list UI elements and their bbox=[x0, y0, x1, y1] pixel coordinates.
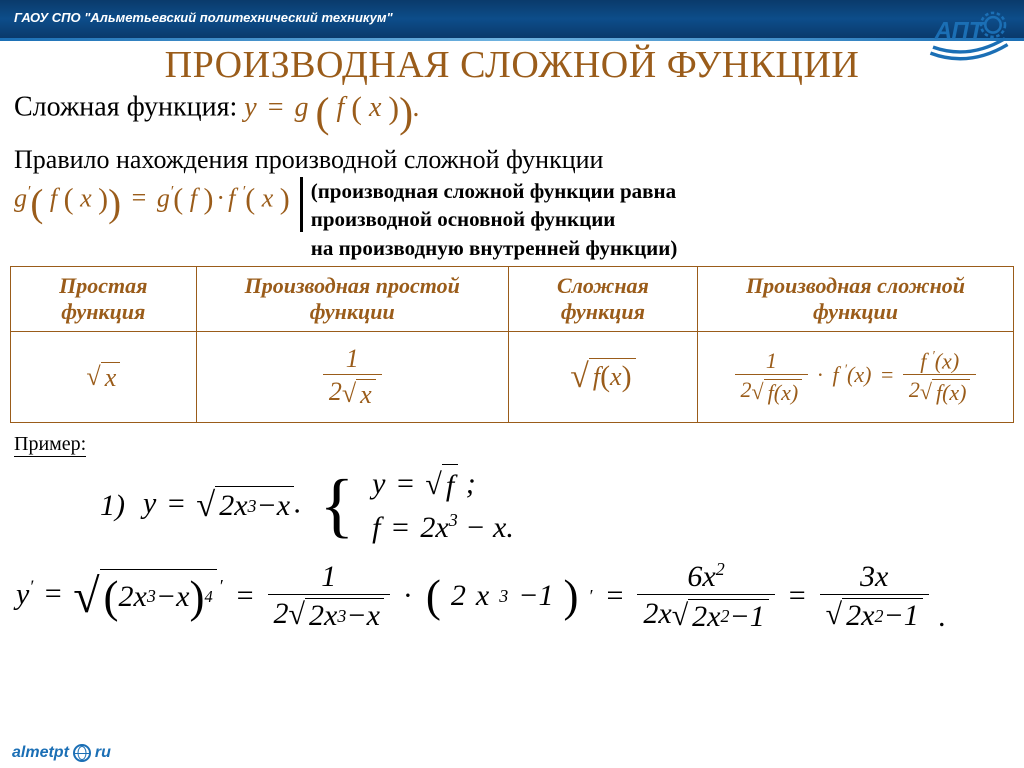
header-bar: ГАОУ СПО "Альметьевский политехнический … bbox=[0, 0, 1024, 38]
deriv-step4: 3x √2x2 −1 bbox=[820, 560, 929, 634]
apt-logo: АПТ bbox=[924, 6, 1014, 66]
example-derivation: y′ = √(2x3 − x)4′ = 1 2√2x3 − x ·(2x3 −1… bbox=[16, 559, 1014, 634]
cell-complex: √f (x) bbox=[508, 332, 697, 423]
example-y: y = √2x3 − x. bbox=[143, 486, 302, 525]
num: 1 bbox=[735, 348, 809, 374]
header-rule bbox=[0, 38, 1024, 41]
rule-label: Правило нахождения производной сложной ф… bbox=[14, 145, 1014, 175]
explain-line-3: на производную внутренней функции) bbox=[311, 234, 678, 262]
cell-simple: √x bbox=[11, 332, 197, 423]
footer-left: almetpt bbox=[12, 744, 69, 762]
example-label: Пример: bbox=[14, 433, 86, 457]
example-given: 1) y = √2x3 − x. { y = √f ; f = 2x3 − x. bbox=[100, 463, 1014, 550]
cell-simple-deriv: 1 2√x bbox=[196, 332, 508, 423]
example-system: y = √f ; f = 2x3 − x. bbox=[372, 463, 514, 550]
svg-text:АПТ: АПТ bbox=[934, 18, 986, 45]
table-header-row: Простая функция Производная простой функ… bbox=[11, 267, 1014, 332]
deriv-step3: 6x2 2x√2x2 −1 bbox=[637, 559, 774, 634]
explain-line-1: (производная сложной функции равна bbox=[311, 177, 678, 205]
functions-table: Простая функция Производная простой функ… bbox=[10, 266, 1014, 423]
brace-icon: { bbox=[320, 477, 355, 535]
chain-rule-row: g′( f ( x )) = g′( f )·f ′( x ) (произво… bbox=[10, 177, 1014, 262]
globe-icon bbox=[73, 744, 91, 762]
col-simple-deriv: Производная простой функции bbox=[196, 267, 508, 332]
num: 1 bbox=[323, 344, 382, 374]
chain-rule-formula: g′( f ( x )) = g′( f )·f ′( x ) bbox=[14, 177, 303, 232]
deriv-lhs: y′ = √(2x3 − x)4′ bbox=[16, 569, 223, 624]
org-name: ГАОУ СПО "Альметьевский политехнический … bbox=[14, 10, 393, 25]
cell-complex-deriv: 1 2√f (x) · f ′(x) = f ′(x) 2√f (x) bbox=[698, 332, 1014, 423]
footer: almetpt ru bbox=[12, 744, 111, 762]
example-number: 1) bbox=[100, 489, 125, 523]
definition-formula: y = g ( f ( x )). bbox=[244, 92, 420, 123]
table-row: √x 1 2√x √f (x) 1 2√f (x) · f ′(x) = bbox=[11, 332, 1014, 423]
explain-line-2: производной основной функции bbox=[311, 205, 678, 233]
chain-rule-explain: (производная сложной функции равна произ… bbox=[303, 177, 678, 262]
definition-label: Сложная функция bbox=[14, 92, 229, 123]
col-complex: Сложная функция bbox=[508, 267, 697, 332]
definition-line: Сложная функция: y = g ( f ( x )). bbox=[14, 89, 1014, 137]
col-simple: Простая функция bbox=[11, 267, 197, 332]
slide-content: ПРОИЗВОДНАЯ СЛОЖНОЙ ФУНКЦИИ Сложная функ… bbox=[0, 43, 1024, 634]
slide-title: ПРОИЗВОДНАЯ СЛОЖНОЙ ФУНКЦИИ bbox=[10, 43, 1014, 87]
deriv-step2: 1 2√2x3 − x bbox=[268, 560, 390, 634]
footer-right: ru bbox=[95, 744, 111, 762]
col-complex-deriv: Производная сложной функции bbox=[698, 267, 1014, 332]
